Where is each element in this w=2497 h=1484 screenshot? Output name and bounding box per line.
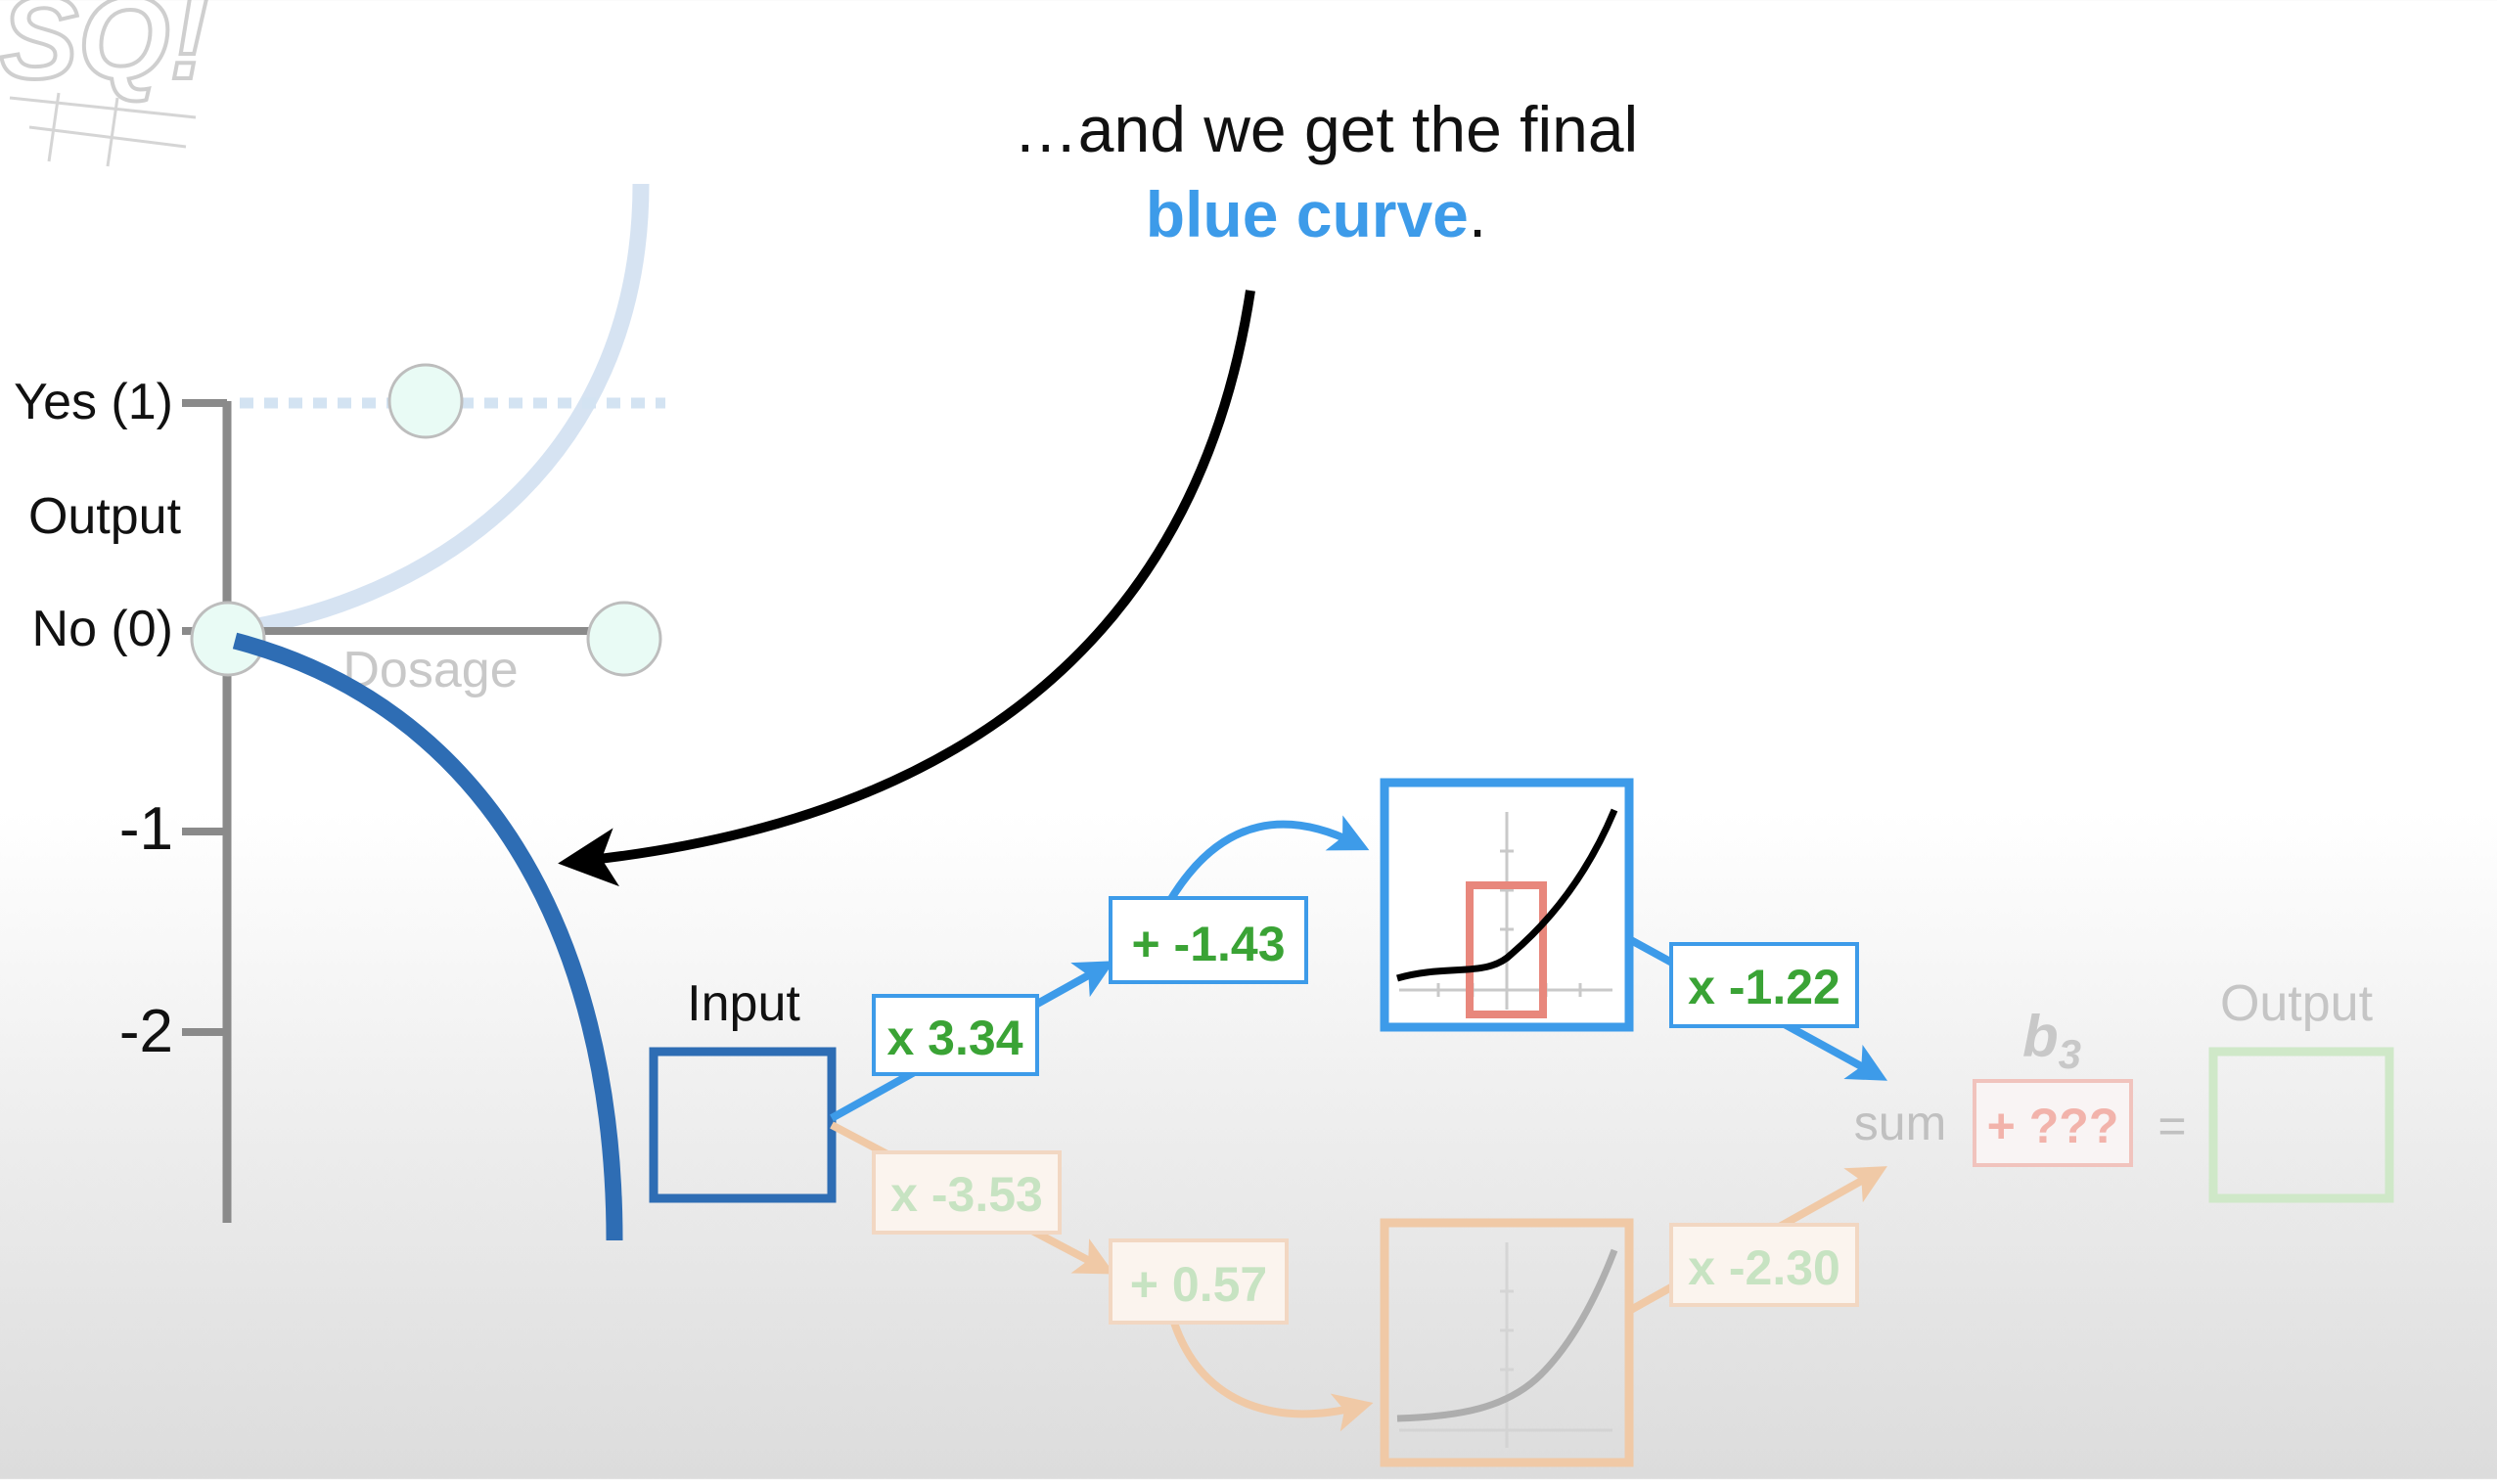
top-weight1-box [872, 994, 1039, 1076]
bottom-weight1-box [872, 1150, 1062, 1235]
input-node [649, 1047, 837, 1203]
caption-end: . [1469, 178, 1486, 250]
tick-label-minus1: -1 [119, 795, 173, 863]
x-axis-title: Dosage [342, 642, 518, 698]
bottom-activation-plot [1396, 1242, 1618, 1448]
sum-label: sum [1854, 1096, 1946, 1150]
top-activation-plot [1396, 808, 1618, 1018]
data-point-right [586, 601, 662, 677]
top-activation-curve [1396, 808, 1618, 982]
tick-label-yes: Yes (1) [14, 374, 173, 430]
bottom-activation-curve [1396, 1248, 1618, 1422]
final-bias-box [1973, 1079, 2133, 1167]
output-node [2208, 1047, 2394, 1203]
caption-line1: …and we get the final [1014, 93, 1638, 165]
top-bias1-value: + -1.43 [1131, 917, 1285, 971]
bottom-weight1-value: x -3.53 [890, 1167, 1043, 1222]
top-activation-highlight [1466, 881, 1547, 1018]
bottom-weight2-box [1669, 1223, 1859, 1307]
input-label: Input [687, 975, 800, 1032]
bottom-bias1-box [1109, 1238, 1289, 1325]
final-bias-subscript: 3 [2059, 1031, 2081, 1077]
y-axis-title: Output [28, 488, 182, 545]
statquest-logo: SQ! [0, 0, 210, 167]
final-bias-letter: b [2022, 1004, 2059, 1069]
equals-sign: = [2157, 1099, 2186, 1153]
final-bias-value: + ??? [1987, 1099, 2119, 1153]
tick-label-minus2: -2 [119, 998, 173, 1065]
top-weight2-value: x -1.22 [1688, 960, 1840, 1014]
data-point-origin [190, 601, 266, 677]
svg-text:SQ!: SQ! [0, 0, 208, 104]
top-bias1-box [1109, 896, 1308, 984]
data-point-top [387, 363, 464, 439]
bottom-weight2-value: x -2.30 [1688, 1240, 1840, 1295]
top-weight1-value: x 3.34 [886, 1011, 1022, 1065]
bottom-bias1-value: + 0.57 [1130, 1257, 1267, 1312]
caption-line2: blue curve. [1146, 178, 1486, 250]
top-weight2-box [1669, 942, 1859, 1028]
final-blue-curve [232, 632, 623, 1241]
output-label: Output [2220, 975, 2374, 1032]
final-bias-name: b3 [2022, 1004, 2081, 1077]
pointer-arrow [558, 290, 1255, 887]
faded-curve [225, 183, 650, 640]
tick-label-no: No (0) [32, 601, 173, 657]
top-connection-2 [1165, 815, 1370, 905]
bottom-connection-2 [1170, 1321, 1374, 1432]
bottom-activation-node [1380, 1218, 1634, 1467]
caption-highlight: blue curve [1146, 178, 1469, 250]
